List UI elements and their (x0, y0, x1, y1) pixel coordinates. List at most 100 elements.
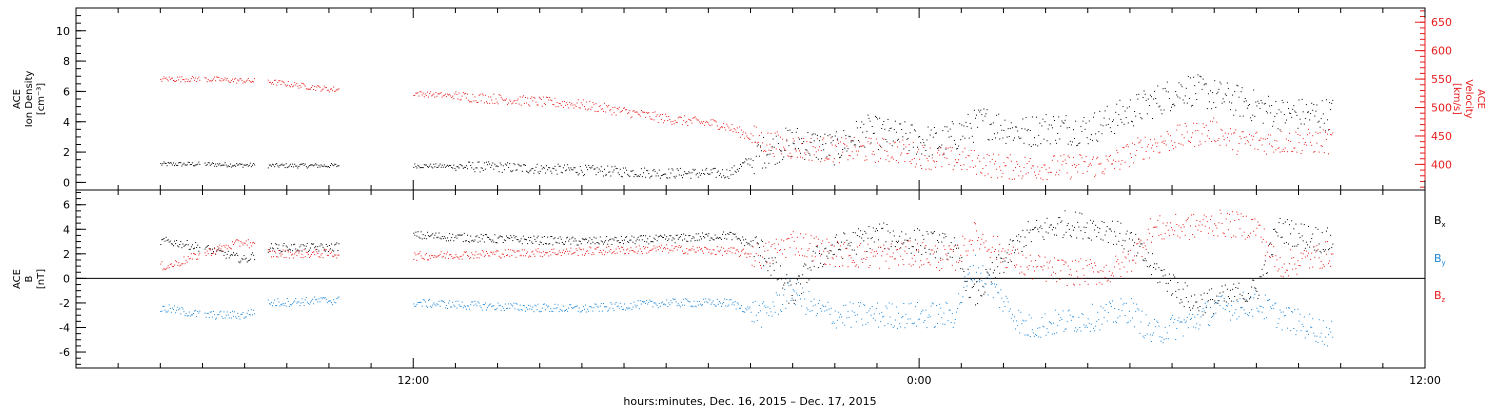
velocity-point (786, 139, 788, 141)
density-point (1044, 121, 1046, 123)
by-point (193, 313, 194, 314)
density-point (714, 167, 716, 169)
density-tick-label: 0 (63, 176, 70, 189)
bx-point (1308, 225, 1309, 227)
density-point (771, 146, 773, 148)
bx-point (461, 234, 463, 236)
bz-point (472, 254, 474, 256)
velocity-point (760, 146, 761, 148)
bx-point (1293, 228, 1295, 230)
density-point (461, 165, 463, 167)
bz-point (714, 253, 716, 255)
bx-point (1224, 284, 1226, 286)
density-point (429, 165, 431, 167)
density-point (983, 108, 985, 110)
velocity-point (286, 84, 288, 86)
velocity-point (847, 159, 849, 161)
density-point (1138, 93, 1140, 95)
bz-point (274, 250, 276, 252)
bz-point (688, 249, 690, 251)
velocity-point (1172, 144, 1174, 146)
density-point (326, 166, 328, 168)
bx-point (937, 240, 938, 241)
velocity-point (1038, 173, 1040, 175)
by-point (791, 297, 793, 299)
velocity-point (917, 151, 918, 153)
by-point (225, 314, 227, 316)
bx-point (1042, 236, 1044, 238)
by-point (652, 306, 654, 308)
by-point (775, 292, 777, 294)
bz-point (914, 260, 916, 262)
density-point (445, 165, 447, 167)
velocity-point (1221, 129, 1223, 131)
density-point (568, 167, 570, 169)
bx-point (1178, 289, 1180, 291)
velocity-point (1103, 173, 1105, 175)
bx-point (1184, 282, 1186, 284)
by-point (657, 307, 659, 309)
density-point (435, 163, 437, 165)
bz-point (619, 251, 621, 253)
bz-point (842, 265, 844, 267)
bx-point (674, 242, 676, 244)
bz-point (1030, 260, 1032, 262)
bz-point (1024, 274, 1026, 276)
bz-point (467, 254, 468, 256)
bx-point (166, 239, 168, 241)
velocity-point (1118, 160, 1120, 162)
bx-point (748, 242, 750, 244)
by-point (774, 311, 776, 313)
bx-point (1055, 227, 1057, 229)
bx-point (1175, 290, 1177, 292)
by-point (480, 307, 482, 309)
bx-point (658, 235, 660, 237)
by-point (1264, 294, 1266, 296)
density-point (232, 165, 233, 167)
bx-point (757, 243, 759, 245)
density-point (282, 164, 284, 166)
by-point (1153, 332, 1155, 334)
by-point (687, 300, 689, 302)
by-point (230, 317, 232, 319)
bx-point (271, 243, 272, 245)
bx-point (220, 250, 222, 252)
by-point (1294, 309, 1296, 311)
bx-point (229, 255, 231, 257)
velocity-point (569, 102, 571, 103)
by-point (1181, 321, 1183, 323)
density-point (1073, 129, 1074, 131)
by-point (779, 294, 780, 296)
bx-point (920, 245, 922, 247)
bx-point (331, 243, 332, 245)
velocity-point (212, 79, 213, 81)
velocity-point (471, 101, 473, 103)
velocity-point (1188, 141, 1190, 142)
density-point (1002, 137, 1004, 139)
by-point (928, 314, 930, 316)
by-point (1069, 314, 1071, 316)
bx-point (902, 243, 904, 245)
bz-point (978, 237, 980, 239)
bz-point (606, 246, 608, 248)
velocity-point (454, 93, 456, 95)
density-point (1151, 96, 1152, 98)
velocity-point (635, 111, 637, 113)
velocity-point (890, 157, 892, 159)
velocity-point (651, 118, 653, 120)
density-point (1328, 129, 1329, 131)
bx-point (535, 240, 537, 242)
velocity-point (1124, 161, 1126, 163)
velocity-point (1315, 131, 1317, 133)
velocity-point (482, 94, 484, 96)
bz-point (774, 248, 776, 250)
by-point (936, 305, 937, 307)
by-point (946, 303, 948, 304)
bx-point (1230, 289, 1231, 291)
density-point (210, 163, 212, 165)
velocity-point (814, 147, 816, 149)
velocity-point (962, 151, 964, 153)
bz-point (190, 253, 192, 255)
velocity-point (829, 155, 831, 157)
bz-point (827, 250, 829, 252)
